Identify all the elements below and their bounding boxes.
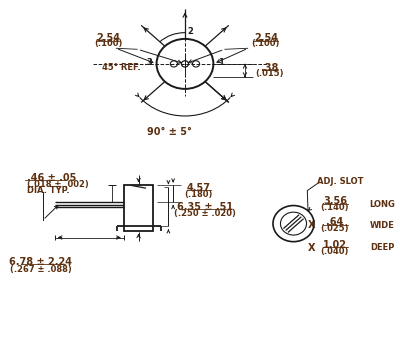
Text: (.140): (.140) [321,203,349,212]
Text: X: X [308,220,315,230]
Text: ADJ. SLOT: ADJ. SLOT [317,177,364,187]
Text: (.100): (.100) [94,39,122,48]
Bar [124,186,154,231]
Text: LONG: LONG [369,200,395,209]
Text: 2.54: 2.54 [96,33,120,43]
Text: 1.02: 1.02 [323,240,347,250]
Text: (.040): (.040) [321,247,349,256]
Text: 6.78 ± 2.24: 6.78 ± 2.24 [10,257,72,267]
Text: (.267 ± .088): (.267 ± .088) [10,265,72,274]
Text: 6.35 ± .51: 6.35 ± .51 [177,202,233,212]
Text: (.018 ± .002): (.018 ± .002) [27,180,89,189]
Text: 3.56: 3.56 [323,196,347,206]
Text: 90° ± 5°: 90° ± 5° [147,127,192,136]
Text: 1: 1 [218,58,224,66]
Text: 2.54: 2.54 [254,33,278,43]
Text: .46 ± .05: .46 ± .05 [27,173,76,183]
Text: (.015): (.015) [256,69,284,78]
Text: X: X [308,243,315,253]
Text: 2: 2 [187,27,193,36]
Text: WIDE: WIDE [370,221,395,230]
Text: (.100): (.100) [252,39,280,48]
Text: (.025): (.025) [321,224,349,233]
Text: 3: 3 [146,58,152,66]
Text: DIA. TYP.: DIA. TYP. [27,186,70,195]
Text: DEEP: DEEP [370,243,394,252]
Text: (.180): (.180) [184,190,213,198]
Text: 45° REF.: 45° REF. [102,63,141,72]
Text: (.250 ± .020): (.250 ± .020) [174,209,236,218]
Text: .64: .64 [326,217,344,227]
Text: .38: .38 [261,63,278,73]
Text: 4.57: 4.57 [187,183,211,193]
